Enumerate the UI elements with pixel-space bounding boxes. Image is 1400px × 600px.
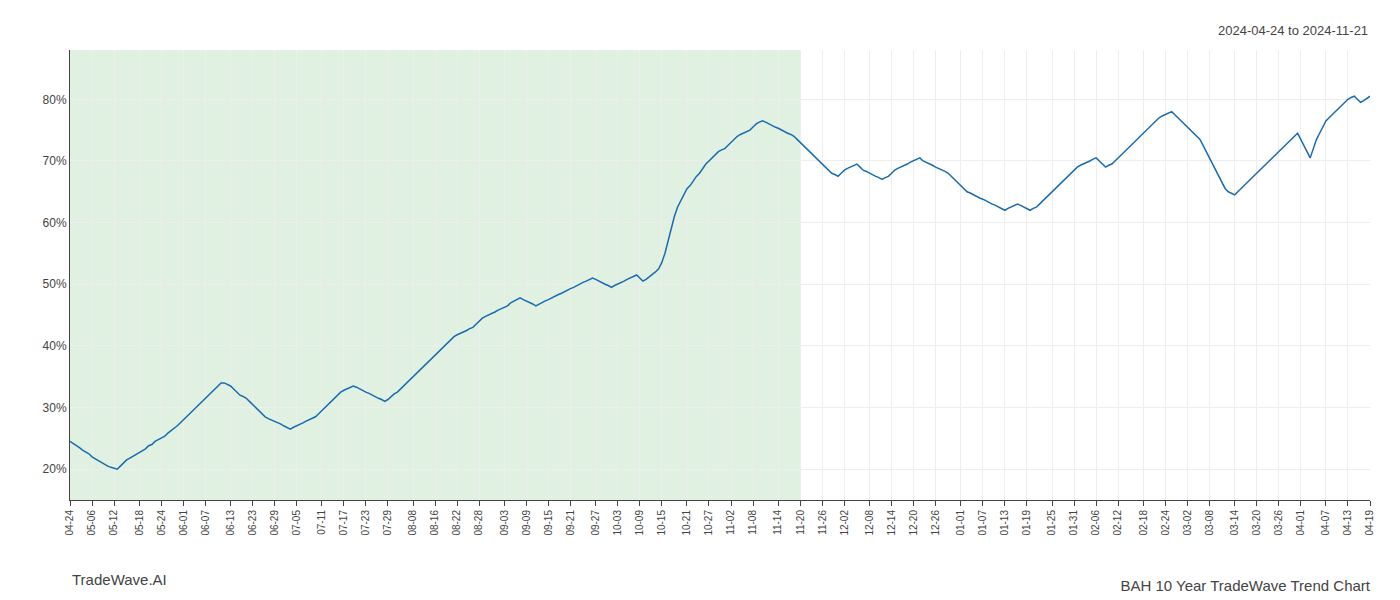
svg-text:12-14: 12-14 <box>886 510 897 536</box>
svg-text:10-09: 10-09 <box>634 510 645 536</box>
svg-text:11-26: 11-26 <box>817 510 828 535</box>
svg-text:10-21: 10-21 <box>681 510 692 536</box>
svg-text:06-13: 06-13 <box>225 510 236 536</box>
svg-text:50%: 50% <box>43 277 67 291</box>
svg-text:60%: 60% <box>43 216 67 230</box>
svg-text:11-08: 11-08 <box>747 510 758 535</box>
svg-text:04-07: 04-07 <box>1320 510 1331 536</box>
svg-text:06-01: 06-01 <box>178 510 189 536</box>
svg-text:70%: 70% <box>43 154 67 168</box>
svg-text:09-03: 09-03 <box>499 510 510 536</box>
svg-text:TradeWave.AI: TradeWave.AI <box>72 571 167 588</box>
svg-text:80%: 80% <box>43 93 67 107</box>
svg-text:09-15: 09-15 <box>543 510 554 536</box>
svg-text:02-06: 02-06 <box>1090 510 1101 536</box>
svg-text:BAH 10 Year TradeWave Trend Ch: BAH 10 Year TradeWave Trend Chart <box>1120 577 1370 594</box>
svg-text:07-17: 07-17 <box>338 510 349 536</box>
svg-text:05-24: 05-24 <box>156 510 167 536</box>
svg-text:02-12: 02-12 <box>1112 510 1123 536</box>
svg-text:07-05: 07-05 <box>291 510 302 536</box>
svg-text:05-06: 05-06 <box>86 510 97 536</box>
svg-text:02-24: 02-24 <box>1160 510 1171 536</box>
svg-text:07-23: 07-23 <box>360 510 371 536</box>
svg-text:10-27: 10-27 <box>703 510 714 536</box>
svg-text:30%: 30% <box>43 401 67 415</box>
svg-text:12-02: 12-02 <box>839 510 850 536</box>
svg-text:09-27: 09-27 <box>590 510 601 536</box>
svg-text:05-12: 05-12 <box>108 510 119 536</box>
svg-text:10-15: 10-15 <box>656 510 667 536</box>
svg-text:08-16: 08-16 <box>429 510 440 536</box>
svg-text:11-20: 11-20 <box>795 510 806 535</box>
svg-text:01-25: 01-25 <box>1046 510 1057 536</box>
svg-text:04-13: 04-13 <box>1342 510 1353 536</box>
svg-text:01-31: 01-31 <box>1068 510 1079 536</box>
svg-text:05-18: 05-18 <box>134 510 145 536</box>
svg-text:03-02: 03-02 <box>1182 510 1193 536</box>
svg-text:08-28: 08-28 <box>473 510 484 536</box>
svg-text:06-07: 06-07 <box>200 510 211 536</box>
svg-text:01-07: 01-07 <box>977 510 988 536</box>
svg-text:04-19: 04-19 <box>1364 510 1375 536</box>
svg-text:40%: 40% <box>43 339 67 353</box>
svg-text:03-14: 03-14 <box>1229 510 1240 536</box>
svg-text:2024-04-24 to 2024-11-21: 2024-04-24 to 2024-11-21 <box>1218 23 1368 38</box>
svg-text:06-29: 06-29 <box>269 510 280 536</box>
svg-text:09-09: 09-09 <box>521 510 532 536</box>
svg-text:01-19: 01-19 <box>1021 510 1032 536</box>
svg-text:11-02: 11-02 <box>725 510 736 535</box>
svg-text:12-08: 12-08 <box>864 510 875 536</box>
svg-text:10-03: 10-03 <box>612 510 623 536</box>
svg-text:08-22: 08-22 <box>451 510 462 536</box>
svg-text:04-01: 04-01 <box>1295 510 1306 536</box>
svg-text:11-14: 11-14 <box>772 510 783 535</box>
svg-text:03-08: 03-08 <box>1204 510 1215 536</box>
svg-text:04-24: 04-24 <box>64 510 75 536</box>
svg-text:07-11: 07-11 <box>316 510 327 535</box>
svg-text:12-26: 12-26 <box>930 510 941 536</box>
svg-text:03-20: 03-20 <box>1251 510 1262 536</box>
svg-text:08-08: 08-08 <box>407 510 418 536</box>
svg-text:03-26: 03-26 <box>1273 510 1284 536</box>
svg-text:07-29: 07-29 <box>382 510 393 536</box>
svg-text:06-23: 06-23 <box>247 510 258 536</box>
svg-text:01-01: 01-01 <box>955 510 966 536</box>
svg-text:02-18: 02-18 <box>1138 510 1149 536</box>
svg-text:09-21: 09-21 <box>565 510 576 536</box>
svg-text:01-13: 01-13 <box>999 510 1010 536</box>
svg-text:12-20: 12-20 <box>908 510 919 536</box>
svg-text:20%: 20% <box>43 462 67 476</box>
